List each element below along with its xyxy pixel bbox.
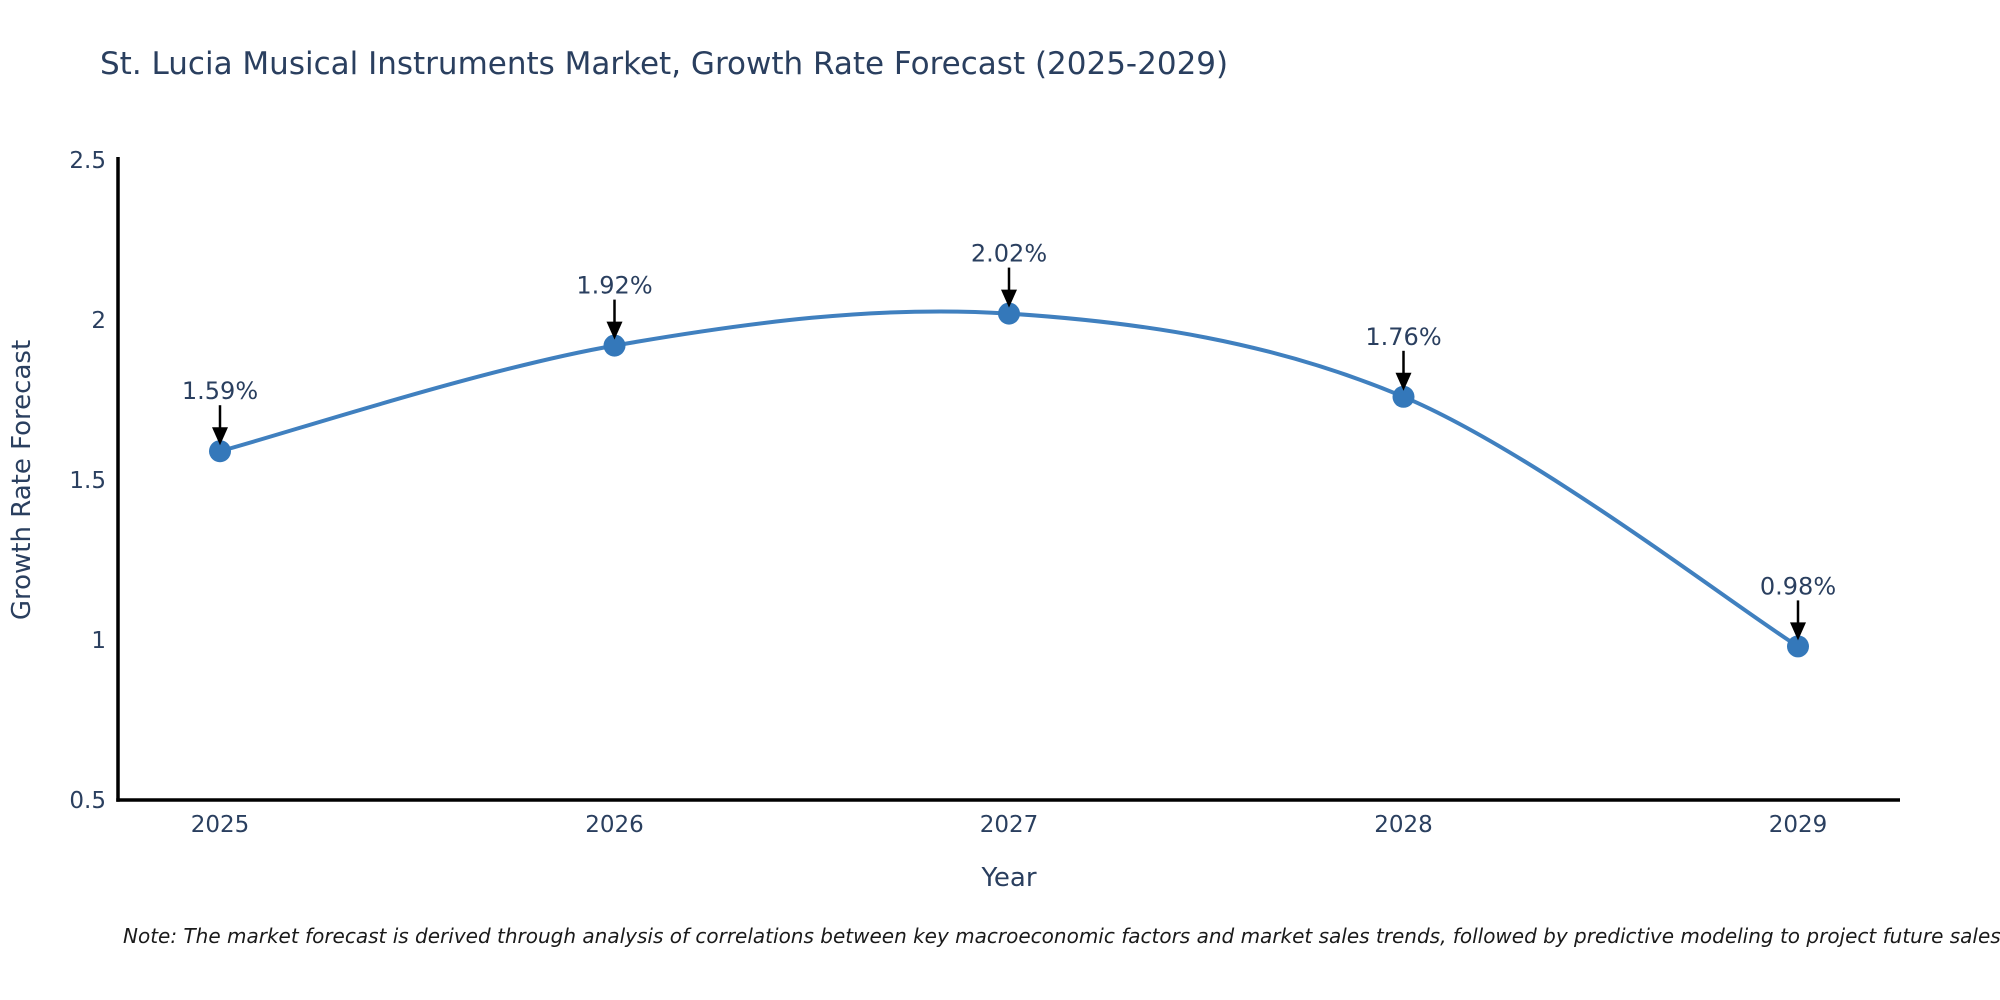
footnote: Note: The market forecast is derived thr… xyxy=(123,924,2000,948)
y-tick-label: 1.5 xyxy=(69,468,106,494)
annotation-arrowhead xyxy=(1395,372,1412,391)
data-point-marker xyxy=(1787,635,1809,658)
x-tick-label: 2027 xyxy=(980,812,1039,838)
data-point-marker xyxy=(1392,385,1415,408)
x-tick-label: 2026 xyxy=(585,812,644,838)
point-value-label: 0.98% xyxy=(1760,572,1836,600)
annotation-arrowhead xyxy=(1001,289,1017,308)
x-axis-title: Year xyxy=(980,863,1036,893)
x-axis-tick-labels: 2025 2026 2027 2028 2029 xyxy=(191,812,1828,838)
y-axis-title: Growth Rate Forecast xyxy=(7,340,37,620)
data-point-marker xyxy=(209,440,231,463)
forecast-line xyxy=(219,309,1800,649)
x-tick-label: 2029 xyxy=(1769,812,1828,838)
data-point-marker xyxy=(998,302,1020,325)
annotation-arrowhead xyxy=(1790,622,1806,641)
point-value-label: 1.76% xyxy=(1365,323,1441,351)
y-tick-label: 1 xyxy=(91,628,106,654)
y-axis-tick-labels: 0.5 1 1.5 2 2.5 xyxy=(69,148,106,814)
y-tick-label: 0.5 xyxy=(69,788,106,814)
annotation-arrowhead xyxy=(212,427,228,446)
point-value-label: 2.02% xyxy=(971,240,1047,268)
point-annotations: 1.59% 1.92% 2.02% 1.76% 0.98% xyxy=(182,240,1836,641)
axes xyxy=(116,157,1900,802)
x-tick-label: 2025 xyxy=(191,812,250,838)
y-tick-label: 2 xyxy=(91,308,106,334)
data-point-marker xyxy=(603,334,626,357)
x-tick-label: 2028 xyxy=(1374,812,1433,838)
forecast-line-series xyxy=(209,302,1809,658)
annotation-arrowhead xyxy=(606,321,623,340)
point-value-label: 1.59% xyxy=(182,377,258,405)
point-value-label: 1.92% xyxy=(576,272,652,300)
chart-title: St. Lucia Musical Instruments Market, Gr… xyxy=(100,46,1229,82)
y-tick-label: 2.5 xyxy=(69,148,106,174)
